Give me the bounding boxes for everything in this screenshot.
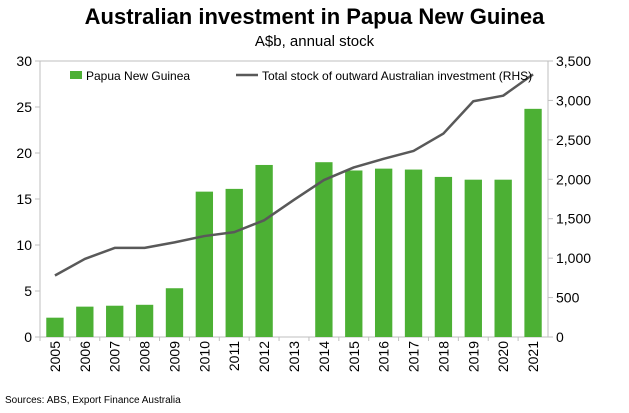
bar-2006 — [76, 306, 94, 337]
bar-2019 — [464, 179, 482, 337]
right-tick-label: 1,500 — [556, 211, 591, 227]
bar-2009 — [165, 288, 184, 337]
right-tick-label: 0 — [556, 329, 564, 345]
x-tick-label: 2021 — [525, 341, 541, 372]
x-tick-label: 2016 — [376, 341, 392, 372]
right-tick-label: 500 — [556, 290, 580, 306]
x-tick-label: 2015 — [346, 341, 362, 372]
left-tick-label: 15 — [16, 191, 32, 207]
bar-2010 — [195, 191, 214, 337]
chart-title: Australian investment in Papua New Guine… — [84, 4, 545, 29]
x-tick-label: 2011 — [226, 341, 242, 371]
bar-2015 — [345, 170, 363, 337]
left-axis: 0 5 10 15 20 25 30 — [16, 53, 40, 345]
legend-swatch-bar — [70, 71, 82, 79]
left-tick-label: 5 — [24, 283, 32, 299]
bar-2018 — [434, 176, 453, 337]
total-investment-line — [54, 73, 534, 277]
left-tick-label: 25 — [16, 99, 32, 115]
chart-subtitle: A$b, annual stock — [254, 33, 375, 50]
bar-2008 — [135, 304, 154, 337]
left-tick-label: 0 — [24, 329, 32, 345]
x-tick-label: 2014 — [316, 341, 332, 372]
bar-2021 — [524, 108, 542, 337]
right-axis: 0 500 1,000 1,500 2,000 2,500 3,000 3,500 — [548, 53, 591, 345]
source-note: Sources: ABS, Export Finance Australia — [5, 395, 181, 406]
bar-2020 — [494, 179, 512, 337]
legend-label-line: Total stock of outward Australian invest… — [262, 69, 532, 83]
x-tick-label: 2020 — [495, 341, 511, 372]
legend: Papua New Guinea Total stock of outward … — [70, 69, 532, 83]
x-tick-label: 2005 — [47, 341, 63, 372]
bar-2014 — [315, 162, 333, 337]
right-tick-label: 3,500 — [556, 53, 591, 69]
bars-group — [46, 108, 542, 337]
left-tick-label: 20 — [16, 145, 32, 161]
right-tick-label: 2,500 — [556, 132, 591, 148]
left-tick-label: 10 — [16, 237, 32, 253]
x-tick-label: 2017 — [406, 341, 422, 372]
x-tick-label: 2010 — [196, 341, 212, 372]
bar-2012 — [255, 164, 273, 337]
x-tick-label: 2009 — [166, 341, 182, 372]
bar-2016 — [374, 168, 393, 337]
x-tick-label: 2012 — [256, 341, 272, 372]
x-tick-label: 2008 — [137, 341, 153, 372]
bar-2011 — [225, 188, 243, 337]
bar-2007 — [106, 305, 124, 337]
legend-label-bar: Papua New Guinea — [86, 69, 190, 83]
x-tick-label: 2013 — [286, 341, 302, 372]
x-tick-label: 2018 — [435, 341, 451, 372]
x-tick-label: 2019 — [465, 341, 481, 372]
right-tick-label: 1,000 — [556, 250, 591, 266]
bar-2005 — [46, 317, 64, 337]
x-axis: 2005 2006 2007 2008 2009 2010 2011 2012 2013 2014… — [39, 337, 541, 372]
right-tick-label: 2,000 — [556, 171, 591, 187]
x-tick-label: 2006 — [77, 341, 93, 372]
bar-2017 — [404, 169, 423, 337]
x-tick-label: 2007 — [107, 341, 123, 372]
left-tick-label: 30 — [16, 53, 32, 69]
right-tick-label: 3,000 — [556, 92, 591, 108]
line-group — [54, 73, 534, 277]
